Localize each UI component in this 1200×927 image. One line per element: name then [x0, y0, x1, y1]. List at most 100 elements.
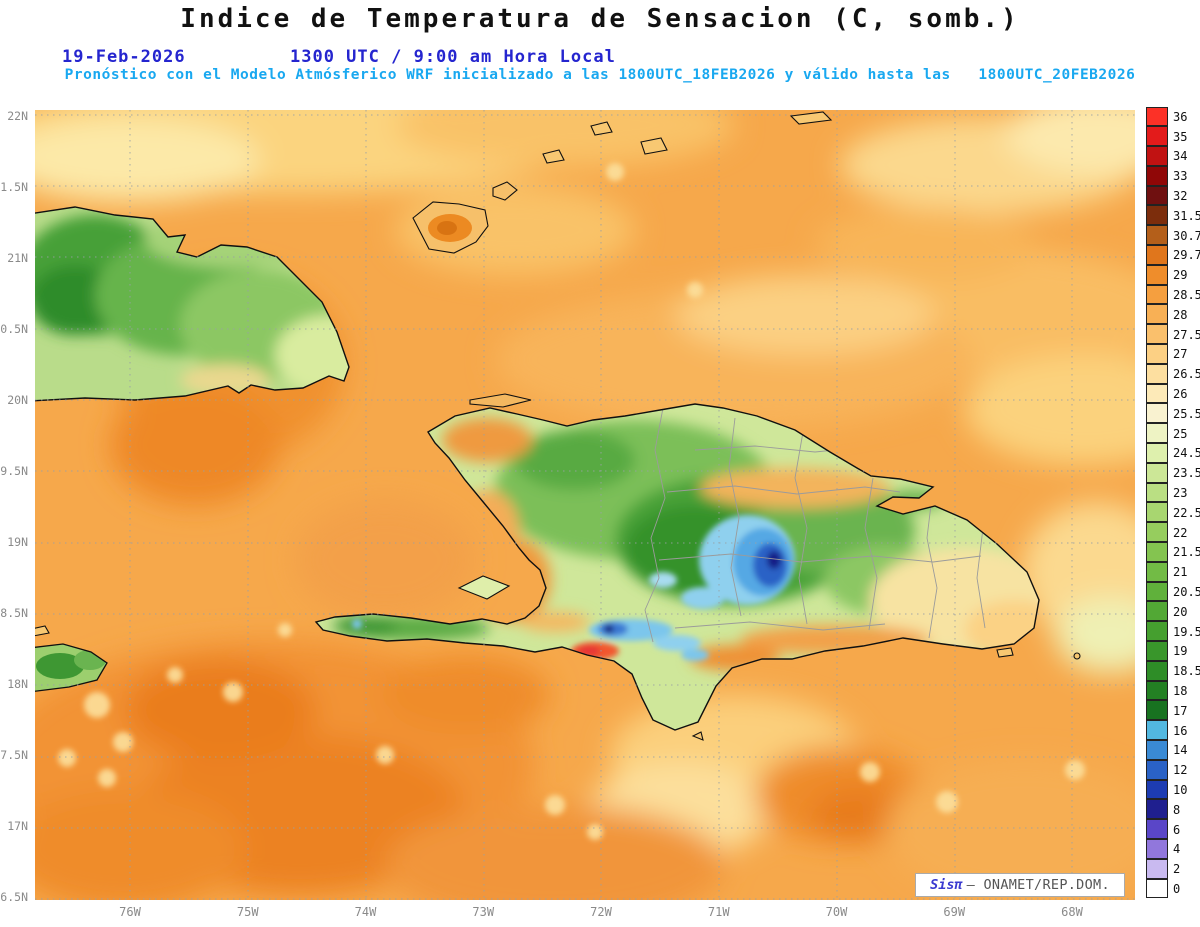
watermark-text: – ONAMET/REP.DOM.	[966, 877, 1110, 893]
legend-color-swatch	[1146, 344, 1168, 364]
legend-color-swatch	[1146, 245, 1168, 265]
legend-value-label: 0	[1173, 881, 1181, 896]
legend-entry: 23	[1146, 482, 1200, 503]
legend-color-swatch	[1146, 126, 1168, 147]
legend-entry: 6	[1146, 819, 1200, 840]
legend-value-label: 18	[1173, 684, 1188, 698]
legend-entry: 29.7	[1146, 245, 1200, 266]
legend-entry: 19.5	[1146, 621, 1200, 642]
legend-color-swatch	[1146, 146, 1168, 166]
legend-value-label: 31.5	[1173, 208, 1200, 223]
legend-value-label: 21.5	[1173, 545, 1200, 560]
longitude-tick-label: 72W	[590, 905, 612, 919]
legend-entry: 21	[1146, 561, 1200, 582]
legend-color-swatch	[1146, 641, 1168, 661]
legend-color-swatch	[1146, 502, 1168, 523]
legend-entry: 26.5	[1146, 363, 1200, 384]
legend-entry: 16	[1146, 720, 1200, 741]
legend-entry: 28.5	[1146, 284, 1200, 305]
legend-value-label: 20.5	[1173, 585, 1200, 600]
legend-value-label: 27.5	[1173, 327, 1200, 342]
legend-entry: 8	[1146, 799, 1200, 820]
legend-color-swatch	[1146, 779, 1168, 800]
legend-value-label: 23.5	[1173, 466, 1200, 481]
legend-entry: 32	[1146, 185, 1200, 206]
legend-entry: 24.5	[1146, 443, 1200, 464]
legend-color-swatch	[1146, 165, 1168, 186]
legend-value-label: 28.5	[1173, 288, 1200, 303]
legend-value-label: 17	[1173, 703, 1188, 718]
color-scale-legend: 36 35 34 33 32 31.5	[1146, 106, 1200, 899]
legend-color-swatch	[1146, 522, 1168, 543]
legend-value-label: 2	[1173, 862, 1181, 877]
legend-value-label: 12	[1173, 763, 1188, 778]
longitude-tick-label: 71W	[707, 905, 730, 919]
latitude-tick-label: 17N	[7, 819, 28, 833]
legend-value-label: 14	[1173, 743, 1188, 758]
longitude-tick-label: 76W	[119, 905, 141, 919]
longitude-tick-label: 75W	[236, 905, 259, 919]
latitude-tick-label: 19N	[7, 535, 28, 549]
temperature-field-svg	[35, 110, 1135, 900]
legend-color-swatch	[1146, 740, 1168, 760]
latitude-tick-label: 0.5N	[0, 322, 28, 336]
sispi-logo: Sisπ	[930, 877, 963, 893]
legend-entry: 22	[1146, 522, 1200, 543]
legend-color-swatch	[1146, 383, 1168, 404]
legend-color-swatch	[1146, 819, 1168, 839]
legend-entry: 33	[1146, 165, 1200, 186]
legend-color-swatch	[1146, 284, 1168, 305]
legend-value-label: 26	[1173, 387, 1188, 402]
legend-value-label: 18.5	[1173, 664, 1200, 679]
map-canvas: Sisπ – ONAMET/REP.DOM.	[35, 110, 1135, 900]
legend-value-label: 19.5	[1173, 624, 1200, 639]
legend-entry: 18	[1146, 680, 1200, 701]
legend-value-label: 29	[1173, 268, 1188, 283]
legend-color-swatch	[1146, 225, 1168, 246]
legend-entry: 35	[1146, 126, 1200, 147]
page-title: Indice de Temperatura de Sensacion (C, s…	[180, 4, 1020, 34]
legend-entry: 36	[1146, 106, 1200, 127]
legend-color-swatch	[1146, 621, 1168, 642]
legend-color-swatch	[1146, 838, 1168, 859]
legend-color-swatch	[1146, 700, 1168, 721]
legend-entry: 30.7	[1146, 225, 1200, 246]
legend-entry: 2	[1146, 858, 1200, 879]
legend-color-swatch	[1146, 423, 1168, 444]
legend-value-label: 8	[1173, 802, 1181, 817]
legend-value-label: 27	[1173, 347, 1188, 362]
latitude-tick-label: 18N	[7, 677, 28, 691]
legend-entry: 22.5	[1146, 502, 1200, 523]
legend-color-swatch	[1146, 858, 1168, 879]
legend-color-swatch	[1146, 581, 1168, 602]
legend-value-label: 22	[1173, 525, 1188, 540]
legend-color-swatch	[1146, 363, 1168, 384]
latitude-tick-label: 9.5N	[0, 464, 28, 478]
longitude-axis: 76W 75W 74W 73W 72W 71W 70W 69W 68W	[105, 905, 1097, 919]
legend-entry: 18.5	[1146, 660, 1200, 681]
legend-color-swatch	[1146, 601, 1168, 622]
legend-entry: 20.5	[1146, 581, 1200, 602]
legend-entry: 10	[1146, 779, 1200, 800]
legend-value-label: 25.5	[1173, 406, 1200, 421]
model-info-line: Pronóstico con el Modelo Atmósferico WRF…	[64, 67, 1136, 83]
legend-value-label: 21	[1173, 565, 1188, 580]
legend-color-swatch	[1146, 680, 1168, 701]
legend-color-swatch	[1146, 720, 1168, 740]
legend-entry: 25	[1146, 423, 1200, 444]
legend-entry: 17	[1146, 700, 1200, 721]
legend-color-swatch	[1146, 185, 1168, 206]
legend-entry: 12	[1146, 759, 1200, 780]
longitude-tick-label: 69W	[943, 905, 966, 919]
latitude-tick-label: 8.5N	[0, 606, 28, 620]
legend-entry: 29	[1146, 264, 1200, 285]
legend-value-label: 33	[1173, 169, 1188, 184]
legend-color-swatch	[1146, 482, 1168, 503]
legend-value-label: 10	[1173, 782, 1188, 797]
legend-color-swatch	[1146, 106, 1168, 127]
legend-value-label: 16	[1173, 723, 1188, 738]
latitude-tick-label: 7.5N	[0, 748, 28, 762]
legend-entry: 0	[1146, 878, 1200, 899]
legend-value-label: 23	[1173, 486, 1188, 501]
